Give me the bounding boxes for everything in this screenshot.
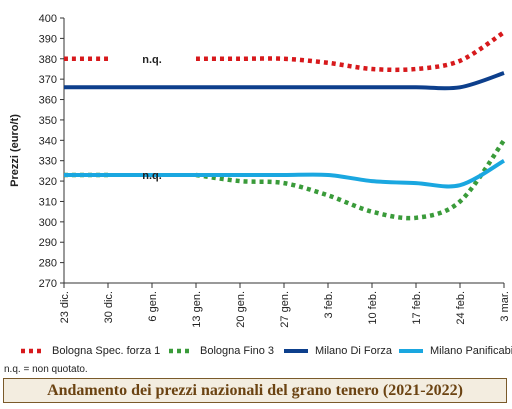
y-tick-label: 280 <box>39 258 57 270</box>
legend-item: Bologna Fino 3 <box>168 342 274 360</box>
x-tick-label: 30 dic. <box>103 291 115 323</box>
series-line-3 <box>64 158 506 189</box>
legend-swatch <box>21 348 45 354</box>
x-tick-label: 20 gen. <box>235 291 247 328</box>
series-line-1 <box>195 138 506 221</box>
x-tick-label: 17 feb. <box>411 291 423 325</box>
y-tick-label: 290 <box>39 237 57 249</box>
x-tick-label: 23 dic. <box>59 291 71 323</box>
legend-label: Bologna Spec. forza 1 <box>52 345 161 357</box>
y-tick-label: 270 <box>39 278 57 290</box>
y-tick-label: 370 <box>39 74 57 86</box>
line-chart: 270 280 290 300 310 320 330 340 350 360 370 380 390 4… <box>9 13 511 328</box>
x-tick-label: 6 gen. <box>147 291 159 322</box>
legend-item: Bologna Spec. forza 1 <box>20 342 160 360</box>
legend-label: Bologna Fino 3 <box>200 345 274 357</box>
x-axis: 23 dic. 30 dic. 6 gen. 13 gen. 20 gen. 27 gen… <box>59 282 511 328</box>
y-axis-label: Prezzi (euro/t) <box>9 114 21 187</box>
chart-title: Andamento dei prezzi nazionali del grano… <box>47 381 463 399</box>
x-tick-label: 10 feb. <box>367 291 379 325</box>
x-tick-label: 13 gen. <box>191 291 203 328</box>
y-tick-label: 390 <box>39 33 57 45</box>
x-tick-label: 27 gen. <box>279 291 291 328</box>
legend-swatch <box>284 349 308 353</box>
nq-annotation: n.q. <box>142 170 162 182</box>
y-tick-label: 330 <box>39 156 57 168</box>
y-tick-label: 400 <box>39 13 57 25</box>
legend-label: Milano Di Forza <box>315 345 393 357</box>
legend-label: Milano Panificabile <box>430 345 512 357</box>
x-tick-label: 24 feb. <box>455 291 467 325</box>
y-tick-label: 340 <box>39 135 57 147</box>
title-banner: Andamento dei prezzi nazionali del grano… <box>3 378 507 403</box>
footnote: n.q. = non quotato. <box>4 364 88 375</box>
y-tick-label: 350 <box>39 115 57 127</box>
legend: Bologna Spec. forza 1 Bologna Fino 3 Milan… <box>8 342 512 360</box>
y-axis: 270 280 290 300 310 320 330 340 350 360 370 380 390 4… <box>39 13 65 290</box>
x-tick-label: 3 mar. <box>499 291 511 322</box>
series-line-0 <box>196 30 506 73</box>
y-tick-label: 320 <box>39 176 57 188</box>
series-layer <box>64 30 506 221</box>
y-tick-label: 300 <box>39 217 57 229</box>
legend-swatch <box>169 348 193 354</box>
legend-swatch <box>399 349 423 353</box>
legend-item: Milano Di Forza <box>283 342 392 360</box>
y-tick-label: 380 <box>39 54 57 66</box>
series-line-2 <box>64 71 505 91</box>
x-tick-label: 3 feb. <box>323 291 335 319</box>
y-tick-label: 310 <box>39 196 57 208</box>
annotation-layer: n.q. n.q. <box>142 54 162 182</box>
legend-item: Milano Panificabile <box>398 342 512 360</box>
y-tick-label: 360 <box>39 95 57 107</box>
nq-annotation: n.q. <box>142 54 162 66</box>
